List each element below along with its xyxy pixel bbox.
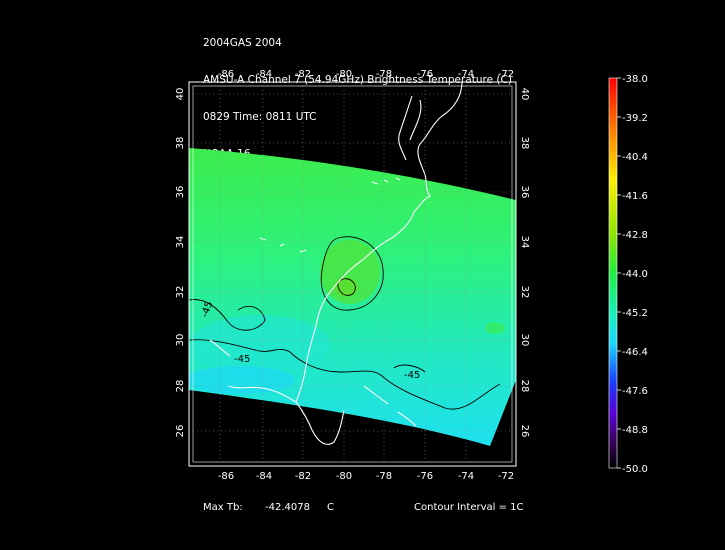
lon-tick-label: -76 [417,471,433,482]
lon-tick-label: -72 [498,69,514,80]
lon-tick-label: -80 [336,471,352,482]
contour-interval-label: Contour Interval = 1C [414,502,524,513]
lon-tick-label: -78 [376,69,392,80]
max-tb-value: -42.4078 [265,502,310,513]
lat-ticks-right: 40 38 36 34 32 30 28 26 [519,88,530,438]
map-frame [188,81,517,467]
contour-label: -45 [404,370,420,381]
title-line-time: 0829 Time: 0811 UTC [203,111,317,124]
lat-tick-label: 34 [175,236,186,249]
lon-tick-label: -82 [295,471,311,482]
contour-label: -45 [234,354,250,365]
title-line-dataset: 2004GAS 2004 [203,36,282,49]
lat-tick-label: 30 [175,334,186,347]
max-tb-unit: C [327,502,334,513]
lon-tick-label: -72 [498,471,514,482]
lon-tick-label: -74 [458,471,474,482]
colorbar-label: -48.8 [622,425,648,436]
lat-tick-label: 36 [519,186,530,199]
lat-tick-label: 36 [175,186,186,199]
lat-tick-label: 40 [175,88,186,101]
colorbar-label: -39.2 [622,113,648,124]
colorbar-label: -50.0 [622,464,648,475]
colorbar-label: -42.8 [622,230,648,241]
lat-tick-label: 32 [519,286,530,299]
lon-tick-label: -80 [336,69,352,80]
lon-tick-label: -76 [417,69,433,80]
colorbar-label: -38.0 [622,74,648,85]
lat-tick-label: 30 [519,334,530,347]
max-tb-label: Max Tb: [203,502,243,513]
lon-tick-label: -84 [256,69,272,80]
lat-tick-label: 28 [175,380,186,393]
lon-tick-label: -86 [218,69,234,80]
lon-tick-label: -86 [218,471,234,482]
lat-tick-label: 32 [175,286,186,299]
contour-lines [188,236,501,410]
lat-tick-label: 26 [519,425,530,438]
lon-tick-label: -74 [458,69,474,80]
lat-tick-label: 26 [175,425,186,438]
contour-label: -45 [199,300,215,319]
colorbar-label: -44.0 [622,269,648,280]
lon-ticks-bottom: -86 -84 -82 -80 -78 -76 -74 -72 [218,471,514,482]
lon-tick-label: -78 [376,471,392,482]
lat-tick-label: 38 [519,137,530,150]
colorbar-label: -46.4 [622,347,648,358]
lat-ticks-left: 40 38 36 34 32 30 28 26 [175,88,186,438]
lat-tick-label: 34 [519,236,530,249]
lon-tick-label: -82 [295,69,311,80]
lat-tick-label: 40 [519,88,530,101]
colorbar-label: -40.4 [622,152,648,163]
brightness-swath [189,148,516,446]
lon-tick-label: -84 [256,471,272,482]
lat-tick-label: 28 [519,380,530,393]
contour-labels: -45 -45 -45 [199,300,420,381]
coastline [209,81,463,445]
colorbar-label: -41.6 [622,191,648,202]
colorbar-label: -45.2 [622,308,648,319]
colorbar: -38.0 -39.2 -40.4 -41.6 -42.8 -44.0 -45.… [608,74,648,475]
lat-tick-label: 38 [175,137,186,150]
lon-ticks-top: -86 -84 -82 -80 -78 -76 -74 -72 [218,69,514,80]
colorbar-label: -47.6 [622,386,648,397]
title-line-channel: AMSU-A Channel 7 (54.94GHz) Brightness T… [203,74,512,87]
